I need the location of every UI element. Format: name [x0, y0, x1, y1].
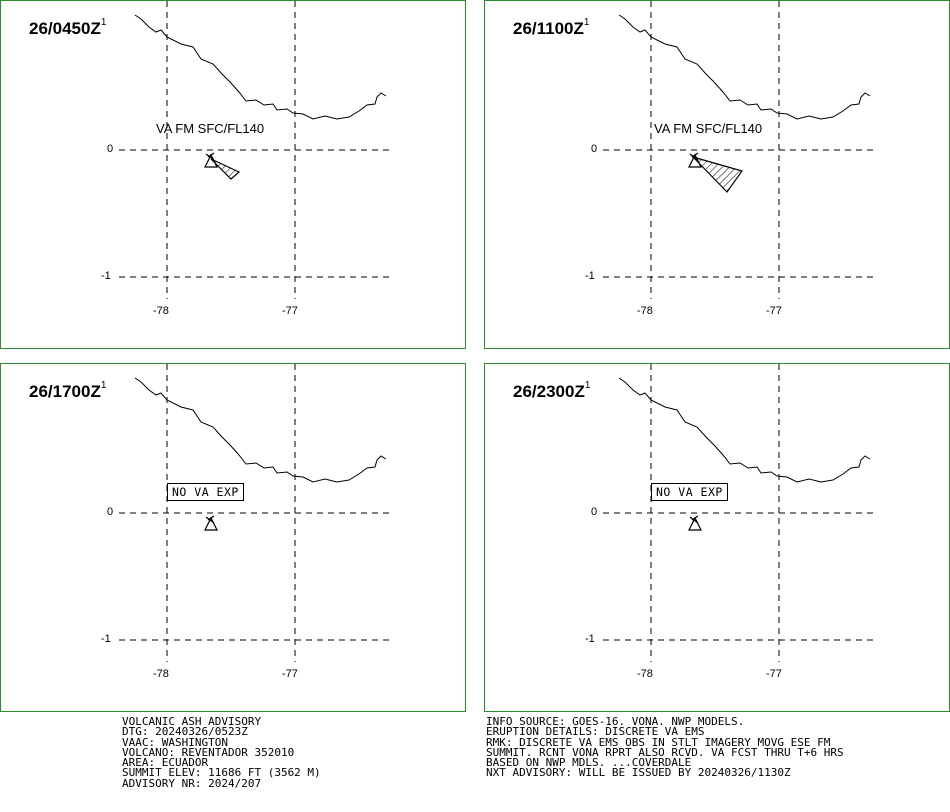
map-panel-3: 26/1700Z1 NO VA EXP 0 -1 -78 -77: [0, 363, 466, 712]
advisory-line: INFO SOURCE: GOES-16. VONA. NWP MODELS.: [486, 715, 745, 728]
map-canvas-2: [603, 1, 877, 299]
advisory-line: NXT ADVISORY: WILL BE ISSUED BY 20240326…: [486, 766, 791, 780]
lon-label-77: -77: [282, 305, 298, 317]
volcano-symbol: [688, 515, 702, 531]
lon-label-77: -77: [766, 305, 782, 317]
advisory-line: BASED ON NWP MDLS. ...COVERDALE: [486, 756, 692, 770]
map-canvas-1: [119, 1, 393, 299]
lat-label-0: 0: [107, 506, 114, 518]
map-canvas-4: [603, 364, 877, 662]
lon-label-78: -78: [637, 668, 653, 680]
coastline: [618, 14, 871, 120]
map-canvas-3: [119, 364, 393, 662]
lat-label-0: 0: [107, 143, 114, 155]
ash-cloud-polygon: [691, 155, 743, 193]
panel-time-2: 26/1100Z1: [513, 17, 590, 38]
lat-label-0: 0: [591, 506, 598, 518]
ash-cloud-polygon: [210, 158, 241, 180]
panel-time-1: 26/0450Z1: [29, 17, 107, 38]
lon-label-78: -78: [153, 305, 169, 317]
lon-label-77: -77: [766, 668, 782, 680]
advisory-line: VOLCANO: REVENTADOR 352010: [122, 745, 295, 759]
advisory-line: SUMMIT ELEV: 11686 FT (3562 M): [122, 766, 321, 780]
coastline: [618, 377, 871, 483]
volcano-symbol: [204, 515, 218, 531]
advisory-line: AREA: ECUADOR: [122, 756, 209, 770]
map-panel-4: 26/2300Z1 NO VA EXP 0 -1 -78 -77: [484, 363, 950, 712]
va-altitude-label-1: VA FM SFC/FL140: [156, 121, 265, 136]
coastline: [134, 377, 387, 483]
advisory-line: ADVISORY NR: 2024/207: [122, 776, 262, 790]
no-va-expected-label-3: NO VA EXP: [167, 483, 244, 501]
volcano-symbol: [204, 152, 218, 168]
advisory-line: RMK: DISCRETE VA EMS OBS IN STLT IMAGERY…: [486, 735, 831, 749]
map-panel-1: 26/0450Z1 VA FM SFC/FL140 0 -1 -78 -77: [0, 0, 466, 349]
panel-time-4: 26/2300Z1: [513, 380, 591, 401]
advisory-text-right: INFO SOURCE: GOES-16. VONA. NWP MODELS. …: [486, 715, 844, 780]
va-altitude-label-2: VA FM SFC/FL140: [654, 121, 763, 136]
lat-label-minus1: -1: [101, 270, 111, 282]
lat-label-minus1: -1: [101, 633, 111, 645]
map-panel-2: 26/1100Z1 VA FM SFC/FL140 0 -1 -78 -77: [484, 0, 950, 349]
lon-label-78: -78: [153, 668, 169, 680]
lat-label-0: 0: [591, 143, 598, 155]
advisory-line: ERUPTION DETAILS: DISCRETE VA EMS: [486, 725, 705, 739]
no-va-expected-label-4: NO VA EXP: [651, 483, 728, 501]
advisory-line: VAAC: WASHINGTON: [122, 735, 228, 749]
advisory-line: DTG: 20240326/0523Z: [122, 725, 248, 739]
coastline: [134, 14, 387, 120]
lat-label-minus1: -1: [585, 270, 595, 282]
advisory-line: SUMMIT. RCNT VONA RPRT ALSO RCVD. VA FCS…: [486, 745, 844, 759]
lon-label-77: -77: [282, 668, 298, 680]
lon-label-78: -78: [637, 305, 653, 317]
lat-label-minus1: -1: [585, 633, 595, 645]
panel-time-3: 26/1700Z1: [29, 380, 107, 401]
advisory-text-left: VOLCANIC ASH ADVISORY DTG: 20240326/0523…: [122, 715, 321, 790]
advisory-line: VOLCANIC ASH ADVISORY: [122, 715, 262, 728]
